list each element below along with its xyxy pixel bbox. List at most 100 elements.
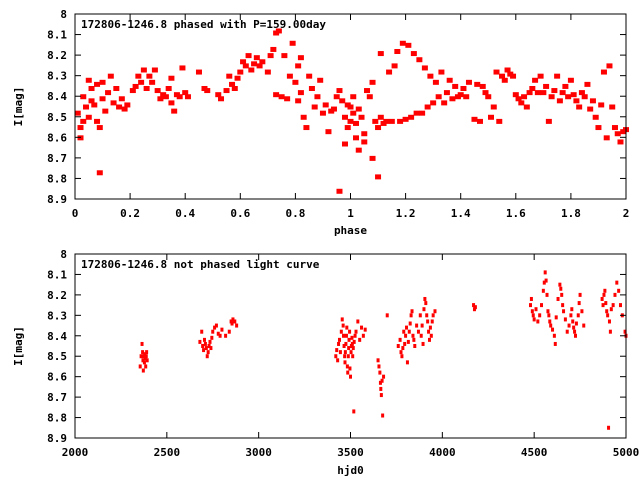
chart-unphased-data-point bbox=[552, 333, 556, 338]
chart-unphased-data-point bbox=[411, 333, 415, 338]
chart-phased-data-point bbox=[253, 55, 260, 61]
chart-phased-data-point bbox=[540, 90, 547, 96]
chart-phased-data-point bbox=[162, 94, 169, 100]
chart-phased-data-point bbox=[617, 139, 624, 145]
chart-phased-data-point bbox=[341, 114, 348, 120]
chart-unphased-data-point bbox=[405, 325, 409, 330]
chart-phased-data-point bbox=[410, 51, 417, 57]
chart-phased-data-point bbox=[457, 92, 464, 98]
chart-unphased-data-point bbox=[350, 335, 354, 340]
chart-phased-data-point bbox=[278, 94, 285, 100]
chart-unphased-data-point bbox=[379, 386, 383, 391]
chart-unphased-data-point bbox=[338, 350, 342, 355]
chart-phased-data-point bbox=[603, 135, 610, 141]
chart-phased-data-point bbox=[479, 83, 486, 89]
chart-unphased-data-point bbox=[363, 327, 367, 332]
chart-unphased-data-point bbox=[216, 331, 220, 336]
chart-unphased-data-point bbox=[206, 350, 210, 355]
chart-phased-data-point bbox=[121, 106, 128, 112]
chart-phased-data-point bbox=[534, 90, 541, 96]
chart-phased-data-point bbox=[499, 73, 506, 79]
chart-phased-data-point bbox=[99, 96, 106, 102]
chart-unphased-data-point bbox=[352, 339, 356, 344]
chart-unphased-data-point bbox=[402, 329, 406, 334]
chart-unphased-data-point bbox=[203, 341, 207, 346]
chart-unphased-data-point bbox=[145, 350, 149, 355]
chart-phased-data-point bbox=[562, 83, 569, 89]
chart-unphased-data-point bbox=[603, 288, 607, 293]
chart-unphased-data-point bbox=[334, 354, 338, 359]
chart-unphased-data-point bbox=[351, 354, 355, 359]
chart-phased-data-point bbox=[344, 125, 351, 131]
chart-phased-data-point bbox=[295, 63, 302, 69]
chart-phased-data-point bbox=[273, 92, 280, 98]
chart-unphased-data-point bbox=[558, 282, 562, 287]
chart-unphased-data-point bbox=[559, 286, 563, 291]
chart-unphased-ytick-label: 8.5 bbox=[47, 350, 67, 363]
chart-unphased-data-point bbox=[382, 374, 386, 379]
chart-unphased-data-point bbox=[345, 364, 349, 369]
chart-phased-data-point bbox=[521, 94, 528, 100]
chart-unphased-data-point bbox=[421, 341, 425, 346]
chart-phased-data-point bbox=[504, 67, 511, 73]
chart-phased-data-point bbox=[589, 98, 596, 104]
chart-unphased-data-point bbox=[209, 346, 213, 351]
chart-unphased-data-point bbox=[342, 333, 346, 338]
chart-phased-data-point bbox=[438, 69, 445, 75]
chart-phased-data-point bbox=[94, 118, 101, 124]
chart-unphased-data-point bbox=[399, 350, 403, 355]
chart-phased-data-point bbox=[578, 90, 585, 96]
chart-phased-data-point bbox=[548, 94, 555, 100]
chart-unphased-data-point bbox=[139, 354, 143, 359]
chart-unphased-data-point bbox=[561, 303, 565, 308]
chart-phased-xtick-label: 2 bbox=[623, 207, 630, 220]
chart-unphased-data-point bbox=[531, 313, 535, 318]
chart-phased-data-point bbox=[284, 96, 291, 102]
chart-phased-data-point bbox=[369, 155, 376, 161]
chart-unphased-data-point bbox=[425, 313, 429, 318]
chart-unphased-data-point bbox=[198, 339, 202, 344]
chart-unphased-ytick-label: 8.1 bbox=[47, 268, 67, 281]
chart-unphased-data-point bbox=[601, 303, 605, 308]
chart-phased-data-point bbox=[377, 114, 384, 120]
chart-unphased-data-point bbox=[348, 366, 352, 371]
chart-phased-data-point bbox=[330, 106, 337, 112]
chart-unphased-data-point bbox=[528, 303, 532, 308]
chart-unphased-data-point bbox=[235, 323, 239, 328]
chart-phased-points bbox=[74, 28, 629, 194]
chart-unphased-data-point bbox=[381, 413, 385, 418]
chart-unphased-ytick-label: 8.2 bbox=[47, 289, 67, 302]
chart-phased-data-point bbox=[465, 79, 472, 85]
chart-unphased-data-point bbox=[420, 323, 424, 328]
chart-unphased-data-point bbox=[339, 329, 343, 334]
chart-unphased-data-point bbox=[401, 346, 405, 351]
chart-unphased-data-point bbox=[361, 333, 365, 338]
chart-unphased-data-point bbox=[343, 360, 347, 365]
chart-phased-data-point bbox=[281, 53, 288, 59]
chart-unphased-data-point bbox=[554, 315, 558, 320]
chart-phased-data-point bbox=[245, 53, 252, 59]
chart-phased-data-point bbox=[184, 94, 191, 100]
chart-unphased-data-point bbox=[142, 354, 146, 359]
chart-unphased-data-point bbox=[205, 354, 209, 359]
chart-phased-data-point bbox=[229, 81, 236, 87]
chart-phased-data-point bbox=[295, 98, 302, 104]
chart-unphased-data-point bbox=[336, 358, 340, 363]
chart-unphased-data-point bbox=[233, 319, 237, 324]
chart-unphased-data-point bbox=[580, 309, 584, 314]
chart-phased-data-point bbox=[488, 114, 495, 120]
chart-phased-data-point bbox=[336, 188, 343, 194]
chart-phased-data-point bbox=[80, 118, 87, 124]
chart-unphased-data-point bbox=[376, 358, 380, 363]
chart-phased-xtick-label: 0.6 bbox=[230, 207, 250, 220]
chart-phased-data-point bbox=[96, 170, 103, 176]
chart-unphased-data-point bbox=[400, 354, 404, 359]
chart-phased-data-point bbox=[77, 125, 84, 131]
chart-phased-data-point bbox=[611, 125, 618, 131]
chart-phased-data-point bbox=[375, 125, 382, 131]
chart-phased-data-point bbox=[419, 110, 426, 116]
chart-unphased-data-point bbox=[430, 319, 434, 324]
chart-unphased-data-point bbox=[607, 425, 611, 430]
chart-phased-data-point bbox=[573, 98, 580, 104]
chart-phased-data-point bbox=[350, 94, 357, 100]
